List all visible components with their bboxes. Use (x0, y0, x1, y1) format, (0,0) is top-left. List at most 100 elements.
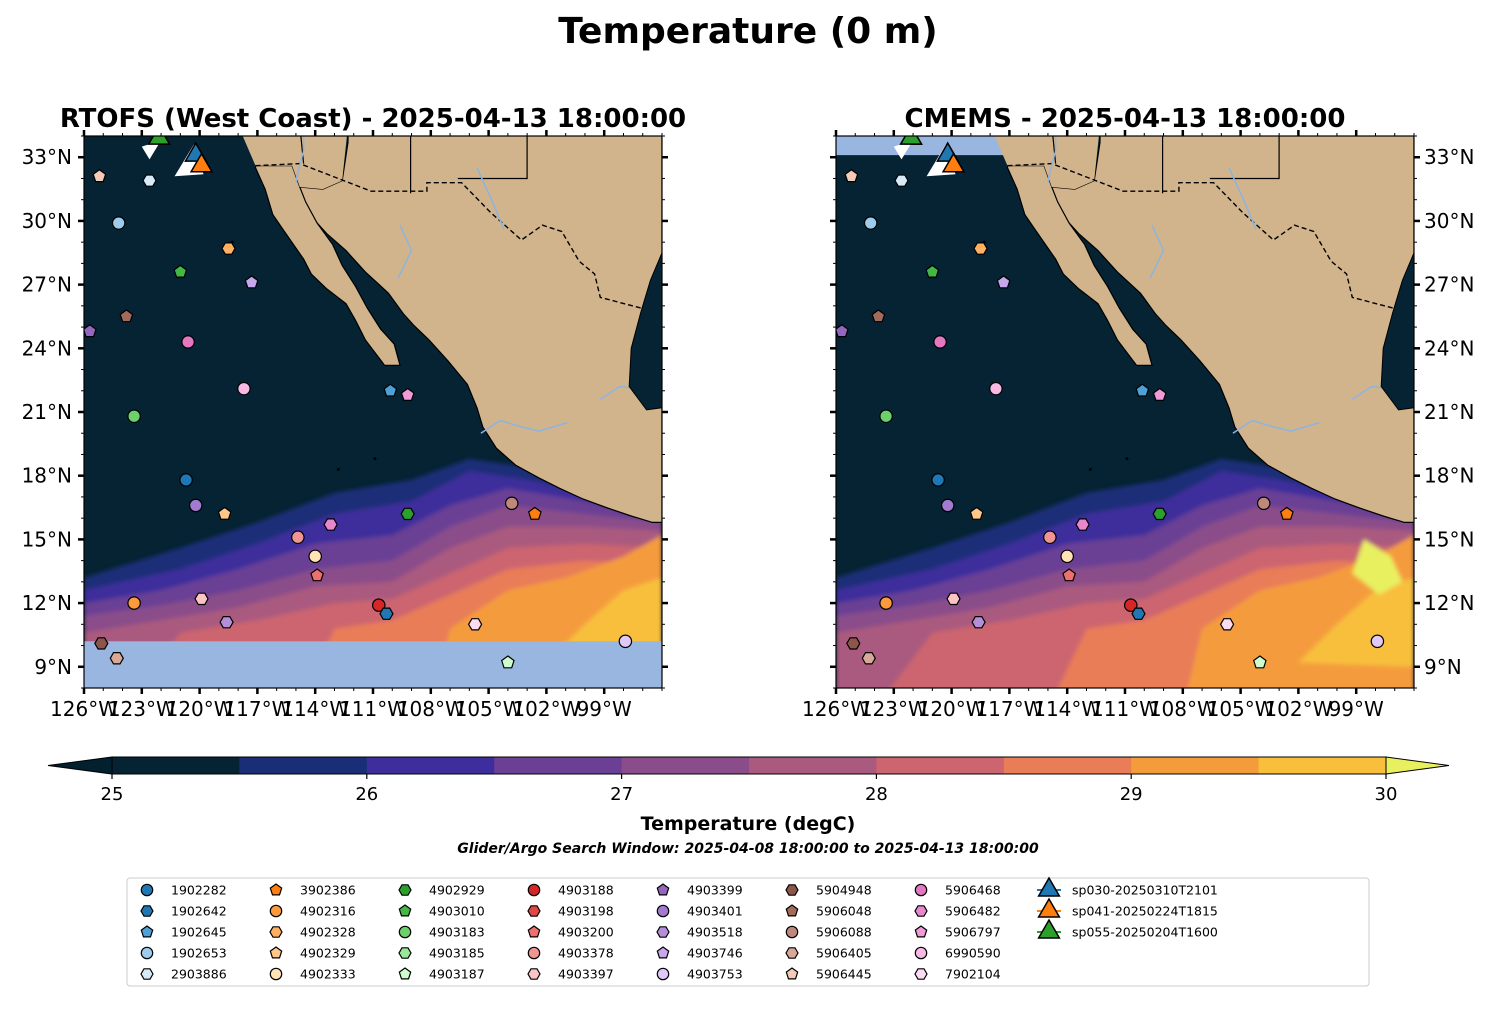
legend-label: sp055-20250204T1600 (1072, 925, 1218, 940)
legend-label: 4903185 (429, 946, 485, 961)
legend-label: 1902282 (171, 883, 227, 898)
float-7902104 (467, 618, 483, 631)
figure-title: Temperature (0 m) (558, 11, 937, 52)
lon-tick-label: 120°W (166, 697, 234, 721)
float-4903401 (940, 498, 955, 513)
float-4902328 (221, 242, 236, 255)
legend-marker (785, 947, 799, 959)
colorbar-segment (239, 757, 368, 774)
lat-tick-label: 15°N (1424, 527, 1474, 551)
map-area-rtofs[interactable] (84, 125, 662, 709)
island (1125, 457, 1129, 461)
colorbar-tick-label: 29 (1120, 784, 1143, 805)
river (1047, 136, 1057, 183)
legend-marker (914, 925, 928, 938)
lon-tick-label: 111°W (339, 697, 407, 721)
float-4902329 (969, 506, 984, 520)
glider-marker-sp041-20250224T1815 (941, 152, 966, 173)
legend-marker (398, 884, 412, 896)
float-5906088 (504, 496, 519, 511)
float-2903886 (142, 174, 157, 187)
float-4903397 (946, 592, 961, 606)
float-4903753 (1370, 634, 1385, 649)
legend-marker (1037, 897, 1061, 918)
land-baja (254, 165, 401, 366)
float-2903886 (894, 174, 909, 187)
river (1149, 224, 1165, 279)
colorbar-label: Temperature (degC) (641, 813, 856, 835)
lon-tick-label: 99°W (1329, 697, 1384, 721)
float-4903183 (127, 409, 141, 424)
colorbar-segment (366, 757, 495, 774)
float-4903397 (194, 592, 209, 606)
glider-marker-sp041-20250224T1815 (189, 152, 214, 173)
float-5906468 (933, 335, 947, 349)
legend-marker (269, 967, 283, 981)
lon-tick-label: 108°W (397, 697, 465, 721)
island (1088, 467, 1092, 471)
lat-tick-label: 18°N (1424, 464, 1474, 488)
glider-marker-sp055-20250204T1600 (899, 136, 923, 145)
colorbar-outline (111, 756, 1387, 775)
legend-marker (269, 904, 283, 918)
map-panel-rtofs: RTOFS (West Coast) - 2025-04-13 18:00:00… (22, 104, 687, 721)
float-5906048 (871, 309, 886, 323)
state-border (457, 136, 528, 180)
legend-label: 4902333 (300, 967, 356, 982)
legend-label: 7902104 (945, 967, 1001, 982)
colorbar-segment (1258, 757, 1387, 774)
temperature-band (1298, 577, 1414, 667)
float-5906088 (1256, 496, 1271, 511)
legend-marker (140, 905, 154, 917)
float-4902929 (1152, 507, 1167, 521)
float-1902642 (1131, 607, 1146, 620)
legend-marker (914, 946, 928, 960)
land-usa (242, 136, 347, 190)
legend-marker (785, 904, 799, 917)
lat-tick-label: 9°N (1424, 655, 1462, 679)
legend-label: 4903200 (558, 925, 614, 940)
international-border (255, 162, 641, 309)
lon-tick-label: 120°W (918, 697, 986, 721)
float-6990590 (989, 381, 1003, 396)
legend-label: 4903753 (687, 967, 743, 982)
gulf-of-mexico (1380, 252, 1414, 411)
legend-label: 4902929 (429, 883, 485, 898)
float-1902645 (1135, 383, 1150, 397)
legend-label: 4903399 (687, 883, 743, 898)
map-area-cmems[interactable] (836, 125, 1414, 709)
float-5906482 (323, 518, 338, 531)
float-5906445 (844, 169, 859, 183)
lat-tick-label: 33°N (1424, 145, 1474, 169)
international-border (1007, 162, 1393, 309)
float-5906405 (109, 651, 124, 665)
float-4903183 (879, 409, 893, 424)
colorbar-segment (112, 757, 240, 774)
colorbar-tick-label: 25 (101, 784, 124, 805)
lat-tick-label: 9°N (34, 655, 72, 679)
colorbar-extend-high (1385, 756, 1450, 775)
state-border (300, 136, 305, 164)
lon-tick-label: 117°W (223, 697, 291, 721)
lon-tick-label: 114°W (1033, 697, 1101, 721)
land-baja (1006, 165, 1153, 366)
island (336, 467, 340, 471)
float-5904948 (94, 637, 109, 650)
legend-marker (527, 946, 541, 960)
legend-label: 4903010 (429, 904, 485, 919)
float-4903518 (971, 615, 986, 629)
legend-marker (140, 883, 154, 897)
legend-label: 2903886 (171, 967, 227, 982)
legend-label: 3902386 (300, 883, 356, 898)
float-4903378 (1043, 530, 1057, 545)
colorbar-segment (1003, 757, 1132, 774)
float-1902653 (111, 216, 126, 230)
float-4903188 (1124, 598, 1138, 612)
legend-marker (527, 968, 541, 980)
float-4903399 (836, 324, 849, 338)
float-4903010 (925, 264, 940, 278)
lat-tick-label: 30°N (1424, 209, 1474, 233)
legend-marker (785, 884, 799, 896)
legend-label: 4903187 (429, 967, 485, 982)
legend-label: 5904948 (816, 883, 872, 898)
